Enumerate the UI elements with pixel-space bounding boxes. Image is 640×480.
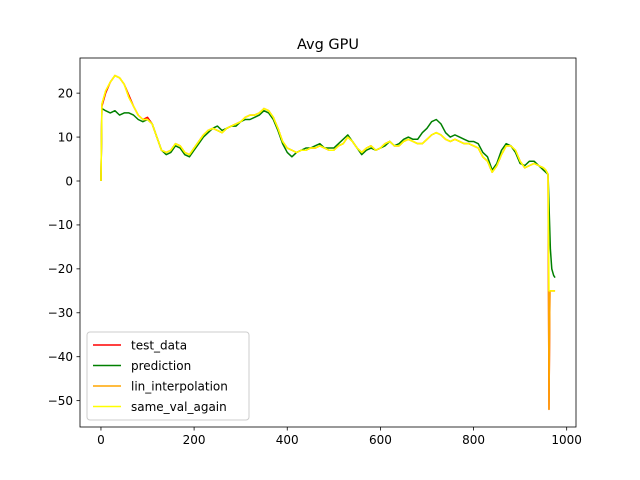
y-tick-label: 20 — [58, 86, 73, 100]
plot-area — [79, 57, 577, 428]
x-tick-label: 400 — [276, 433, 299, 447]
legend-item: same_val_again — [93, 400, 227, 414]
y-tick-label: −30 — [48, 306, 73, 320]
y-tick-label: 10 — [58, 130, 73, 144]
y-axis: −50 −40 −30 −20 −10 0 10 20 — [48, 86, 80, 408]
series-line-prediction — [100, 107, 556, 279]
axes-frame — [79, 57, 577, 428]
legend-label: lin_interpolation — [131, 379, 228, 393]
x-tick-label: 600 — [369, 433, 392, 447]
y-tick-label: −20 — [48, 262, 73, 276]
x-tick-label: 800 — [462, 433, 485, 447]
chart-title: Avg GPU — [297, 37, 359, 53]
legend-item: lin_interpolation — [93, 379, 228, 393]
legend: test_data prediction lin_interpolationsame… — [86, 331, 250, 421]
x-tick-label: 1000 — [551, 433, 582, 447]
legend-label: test_data — [131, 338, 187, 352]
x-tick-label: 0 — [97, 433, 105, 447]
y-tick-label: 0 — [65, 174, 73, 188]
y-tick-label: −40 — [48, 350, 73, 364]
series-lines — [100, 74, 556, 411]
x-tick-label: 200 — [183, 433, 206, 447]
legend-item: prediction — [93, 359, 191, 373]
series-line-same-val-again — [100, 74, 556, 292]
y-tick-label: −10 — [48, 218, 73, 232]
y-tick-label: −50 — [48, 394, 73, 408]
legend-item: test_data — [93, 338, 187, 352]
legend-box — [86, 331, 250, 421]
legend-label: same_val_again — [131, 400, 227, 414]
legend-label: prediction — [131, 359, 191, 373]
x-axis: 0 200 400 600 800 1000 — [97, 427, 582, 447]
